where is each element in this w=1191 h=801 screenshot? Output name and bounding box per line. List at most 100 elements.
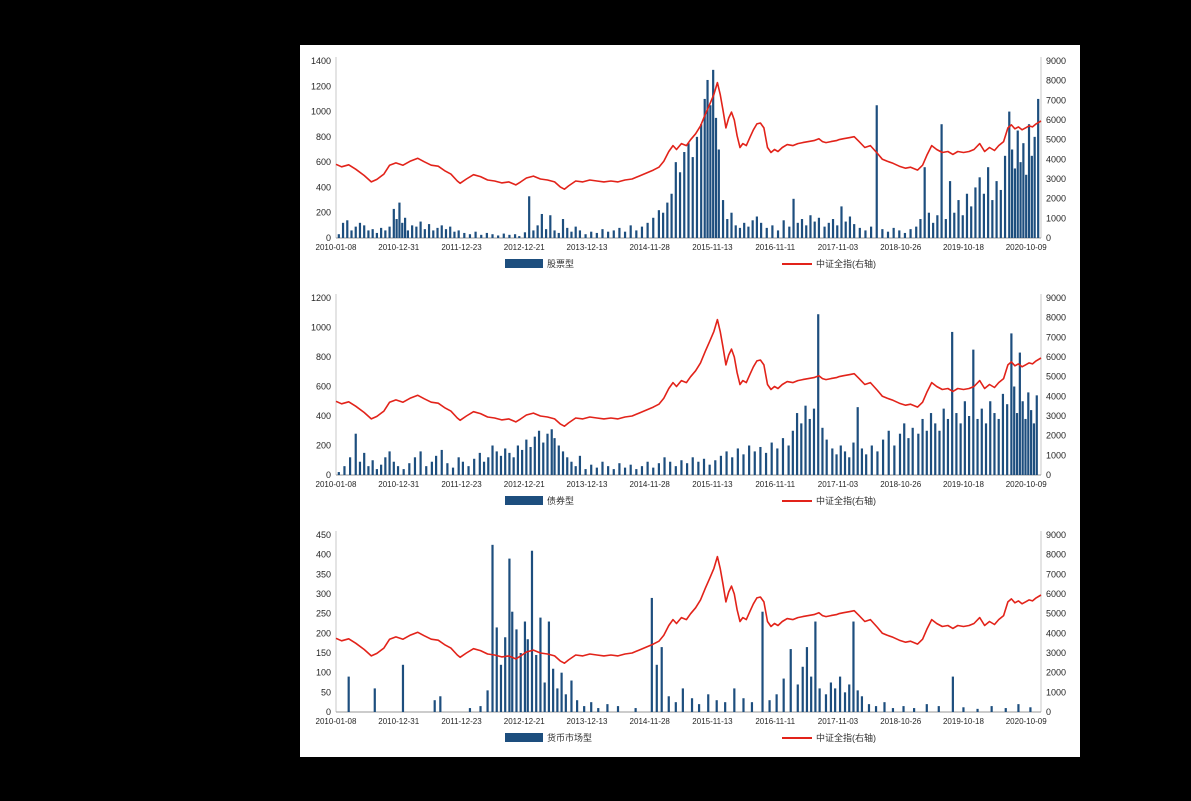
- bar: [864, 230, 867, 238]
- bar: [343, 466, 346, 475]
- bar: [564, 694, 567, 712]
- bar: [497, 235, 500, 238]
- bar: [921, 418, 924, 475]
- bar: [512, 457, 515, 475]
- bar: [373, 688, 376, 712]
- bar: [612, 469, 615, 475]
- bar: [375, 232, 378, 238]
- bar: [662, 212, 665, 238]
- bar: [546, 433, 549, 475]
- legend-line-label: 中证全指(右轴): [816, 496, 876, 506]
- bar: [618, 227, 621, 238]
- bar: [795, 413, 799, 475]
- bar: [750, 702, 754, 712]
- bar: [669, 461, 672, 475]
- bar: [574, 466, 577, 475]
- legend-line-label: 中证全指(右轴): [816, 733, 876, 743]
- bar: [909, 229, 912, 238]
- bar: [556, 688, 559, 712]
- bar: [768, 700, 771, 712]
- chart-equity-funds: 0 200 400 600 800 1000 1200 1400 0 1000 2000 3000 40…: [300, 45, 1080, 282]
- x-tick-label: 2010-12-31: [378, 717, 419, 726]
- bar: [674, 466, 677, 475]
- bar: [829, 682, 833, 712]
- bar: [726, 219, 729, 238]
- bar: [944, 219, 947, 238]
- bar: [406, 230, 410, 238]
- bar: [776, 230, 780, 238]
- bar: [903, 232, 907, 238]
- bar: [618, 463, 621, 475]
- bar: [513, 234, 517, 238]
- bar: [427, 224, 431, 238]
- chart2-index-line: [335, 318, 1042, 427]
- bar: [683, 152, 686, 238]
- left-tick-label: 200: [316, 208, 331, 218]
- bar: [553, 230, 556, 238]
- left-tick-label: 200: [316, 441, 331, 451]
- bar: [978, 177, 981, 238]
- bar: [810, 676, 813, 712]
- chart-equity-legend: 股票型 中证全指(右轴): [300, 257, 1080, 273]
- bar: [733, 688, 736, 712]
- bar: [1013, 168, 1017, 238]
- left-tick-label: 0: [326, 233, 331, 243]
- bar: [995, 181, 998, 238]
- bar: [839, 445, 842, 475]
- bar: [358, 461, 362, 475]
- bar: [938, 430, 941, 475]
- bar: [542, 442, 545, 475]
- bar: [825, 439, 828, 475]
- bar: [792, 198, 795, 238]
- chart2-canvas: 0 200 400 600 800 1000 1200 0 1000 2000 3000 4000 50…: [311, 293, 1066, 489]
- bar: [392, 208, 395, 238]
- bar: [725, 451, 728, 475]
- x-tick-label: 2014-11-28: [630, 480, 671, 489]
- bar: [788, 226, 791, 238]
- bar: [1030, 410, 1033, 475]
- bar: [1021, 401, 1024, 475]
- x-tick-label: 2010-01-08: [316, 243, 357, 252]
- bar: [852, 442, 855, 475]
- bar: [436, 227, 439, 238]
- x-tick-label: 2012-12-21: [504, 717, 545, 726]
- left-tick-label: 250: [316, 609, 331, 619]
- x-tick-label: 2017-11-03: [818, 717, 859, 726]
- bar: [402, 469, 405, 475]
- right-tick-label: 3000: [1046, 174, 1066, 184]
- bar: [974, 187, 977, 238]
- right-tick-label: 7000: [1046, 95, 1066, 105]
- bar: [499, 455, 503, 475]
- right-tick-label: 2000: [1046, 431, 1066, 441]
- bar: [844, 221, 847, 238]
- bar: [858, 227, 861, 238]
- bar: [601, 461, 604, 475]
- bar: [398, 202, 401, 238]
- bar: [875, 105, 878, 238]
- bar: [607, 231, 610, 238]
- left-tick-label: 800: [316, 352, 331, 362]
- bar: [337, 472, 340, 475]
- bar: [1006, 404, 1009, 475]
- bar: [595, 232, 598, 238]
- left-tick-label: 0: [326, 707, 331, 717]
- bar: [714, 117, 718, 238]
- bar: [865, 454, 868, 475]
- bar: [721, 200, 725, 238]
- bar: [730, 212, 733, 238]
- bar: [590, 231, 593, 238]
- bar: [738, 227, 742, 238]
- x-tick-label: 2013-12-13: [567, 717, 608, 726]
- chart-bond-funds: 0 200 400 600 800 1000 1200 0 1000 2000 3000 4000 50…: [300, 282, 1080, 519]
- bar: [371, 460, 374, 475]
- bar: [813, 221, 816, 238]
- bar: [396, 466, 400, 475]
- bar: [413, 457, 417, 475]
- chart-money-market-funds: 0 50 100 150 200 250 300 350 400 450 0 1000 2000 3000…: [300, 519, 1080, 756]
- bar: [823, 226, 826, 238]
- bar-swatch-icon: [505, 259, 543, 268]
- left-tick-label: 400: [316, 182, 331, 192]
- bar: [423, 229, 426, 238]
- left-tick-label: 600: [316, 382, 331, 392]
- bar: [836, 225, 839, 238]
